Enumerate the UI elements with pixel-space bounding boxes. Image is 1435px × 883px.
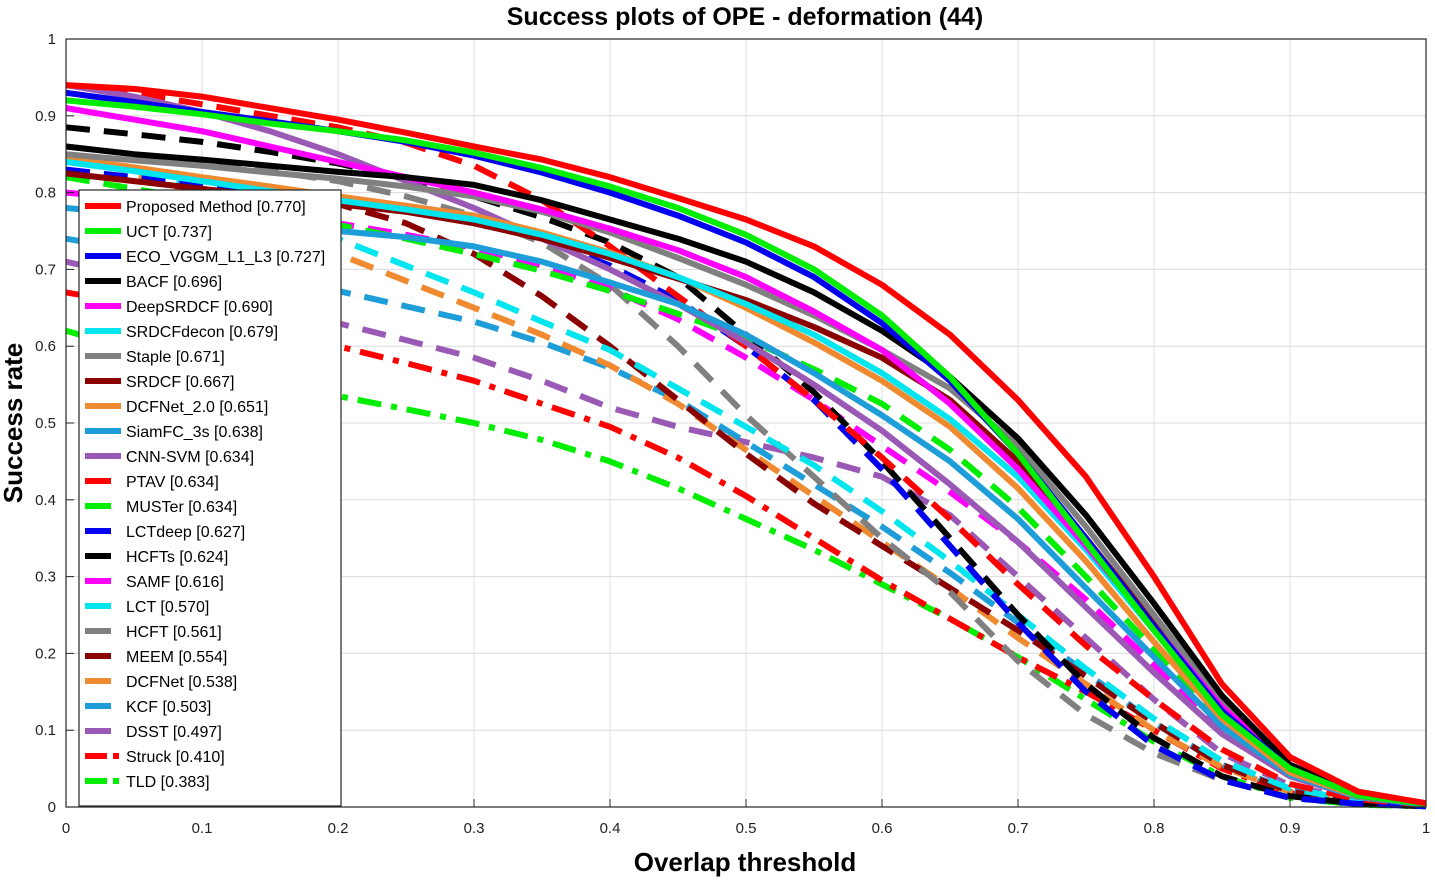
series-line-proposed-method <box>65 82 1427 807</box>
axis-ticks: 0 0.1 0.2 0.3 0.4 0.5 0.6 0.7 0.8 0.9 1 0 0.1 0.2 0.3 0… <box>35 31 1430 837</box>
legend-entry-label: Staple [0.671] <box>126 349 225 366</box>
legend-entry-label: HCFT [0.561] <box>126 624 222 641</box>
legend-entry-label: KCF [0.503] <box>126 699 211 716</box>
series-line-staple <box>65 151 1427 807</box>
legend-entry-label: DCFNet_2.0 [0.651] <box>126 399 268 416</box>
x-tick-label: 0 <box>62 820 70 837</box>
x-tick-label: 0.2 <box>328 820 349 837</box>
x-tick-label: 0.7 <box>1008 820 1029 837</box>
series-line-ptav <box>65 82 1427 808</box>
legend-entry-label: MEEM [0.554] <box>126 649 227 666</box>
y-tick-label: 0.5 <box>35 415 56 432</box>
y-tick-label: 0.3 <box>35 569 56 586</box>
legend-entry-label: HCFTs [0.624] <box>126 549 228 566</box>
x-tick-label: 0.5 <box>736 820 757 837</box>
legend-entry-label: ECO_VGGM_L1_L3 [0.727] <box>126 249 325 266</box>
legend-entry-label: UCT [0.737] <box>126 224 212 241</box>
legend-entry-label: DeepSRDCF [0.690] <box>126 299 273 316</box>
legend-entry-label: SiamFC_3s [0.638] <box>126 424 263 441</box>
legend-entry-label: SAMF [0.616] <box>126 574 224 591</box>
legend: Proposed Method [0.770] UCT [0.737] ECO_VG… <box>78 189 342 807</box>
x-tick-label: 0.8 <box>1144 820 1165 837</box>
x-tick-label: 0.6 <box>872 820 893 837</box>
legend-entry-label: PTAV [0.634] <box>126 474 219 491</box>
legend-entry-label: SRDCF [0.667] <box>126 374 234 391</box>
y-tick-label: 0.8 <box>35 185 56 202</box>
y-tick-label: 1 <box>48 31 56 48</box>
legend-entry-label: CNN-SVM [0.634] <box>126 449 254 466</box>
y-tick-label: 0.2 <box>35 645 56 662</box>
legend-entry-label: TLD [0.383] <box>126 774 210 791</box>
x-tick-label: 0.9 <box>1280 820 1301 837</box>
series-line-cnn-svm <box>65 82 1427 808</box>
y-tick-label: 0.1 <box>35 722 56 739</box>
y-tick-label: 0.7 <box>35 261 56 278</box>
y-tick-label: 0.9 <box>35 108 56 125</box>
x-tick-label: 0.3 <box>464 820 485 837</box>
x-tick-label: 0.1 <box>192 820 213 837</box>
legend-entry-label: Struck [0.410] <box>126 749 225 766</box>
y-tick-label: 0.4 <box>35 492 56 509</box>
x-axis-label: Overlap threshold <box>634 847 857 877</box>
legend-entry-label: MUSTer [0.634] <box>126 499 237 516</box>
series-line-bacf <box>65 143 1427 807</box>
x-tick-label: 1 <box>1422 820 1430 837</box>
chart-title: Success plots of OPE - deformation (44) <box>507 3 983 31</box>
legend-entry-label: BACF [0.696] <box>126 274 222 291</box>
legend-entry-label: DCFNet [0.538] <box>126 674 237 691</box>
y-axis-label: Success rate <box>0 343 28 503</box>
legend-entry-label: SRDCFdecon [0.679] <box>126 324 278 341</box>
y-tick-label: 0 <box>48 799 56 816</box>
x-tick-label: 0.4 <box>600 820 621 837</box>
legend-box <box>78 189 342 807</box>
series-line-struck <box>65 289 1427 810</box>
legend-entry-label: DSST [0.497] <box>126 724 222 741</box>
legend-entry-label: LCTdeep [0.627] <box>126 524 245 541</box>
series-line-uct <box>65 97 1427 807</box>
y-tick-label: 0.6 <box>35 338 56 355</box>
legend-entry-label: LCT [0.570] <box>126 599 209 616</box>
legend-entry-label: Proposed Method [0.770] <box>126 199 306 216</box>
